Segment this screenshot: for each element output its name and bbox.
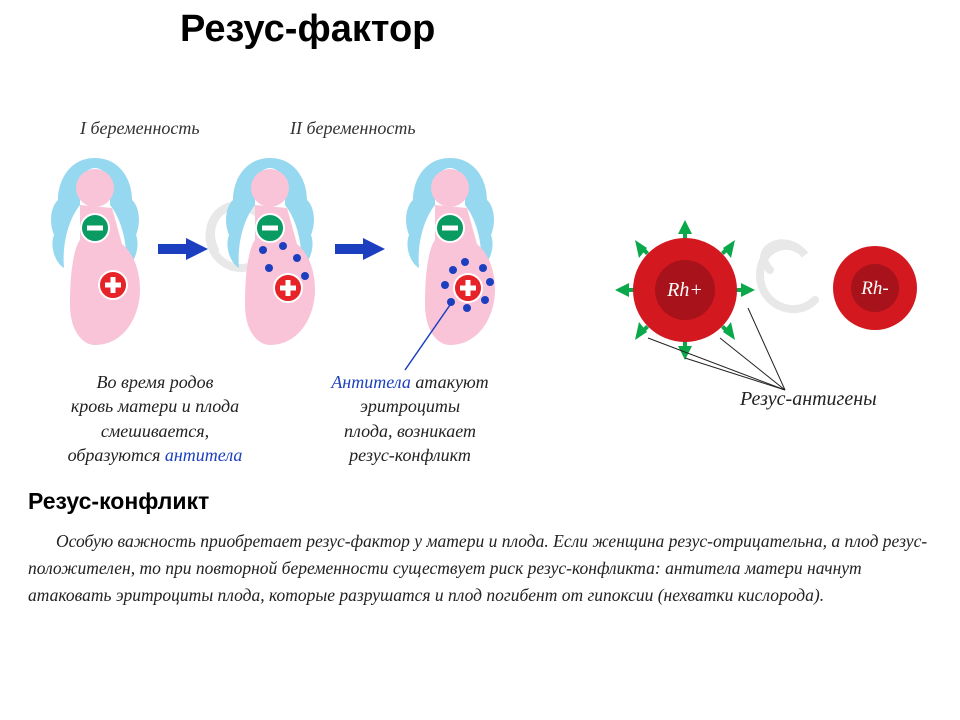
caption-attack: Антитела атакуют эритроциты плода, возни… <box>300 370 520 467</box>
caption-line: образуются <box>68 445 165 465</box>
caption-blue: антитела <box>165 445 243 465</box>
caption-line: плода, возникает <box>344 421 476 441</box>
caption-line: смешивается, <box>101 421 209 441</box>
caption-blue: Антитела <box>331 372 411 392</box>
caption-line: атакуют <box>411 372 489 392</box>
caption-line: эритроциты <box>360 396 460 416</box>
rh-cells-svg: Rh+ Rh- <box>600 210 950 450</box>
label-rh-antigens: Резус-антигены <box>740 388 877 411</box>
diagram-area: I беременность II беременность <box>0 90 960 460</box>
caption-line: кровь матери и плода <box>71 396 239 416</box>
body-paragraph: Особую важность приобретает резус-фактор… <box>28 528 932 609</box>
page-title: Резус-фактор <box>180 8 435 51</box>
caption-birth: Во время родов кровь матери и плода смеш… <box>40 370 270 467</box>
caption-line: Во время родов <box>97 372 214 392</box>
caption-line: резус-конфликт <box>349 445 471 465</box>
rh-cells: Rh+ Rh- Резус-антигены <box>600 210 950 450</box>
rh-pos-text: Rh+ <box>666 279 703 301</box>
rh-neg-text: Rh- <box>860 278 888 299</box>
subheading-conflict: Резус-конфликт <box>28 488 209 515</box>
